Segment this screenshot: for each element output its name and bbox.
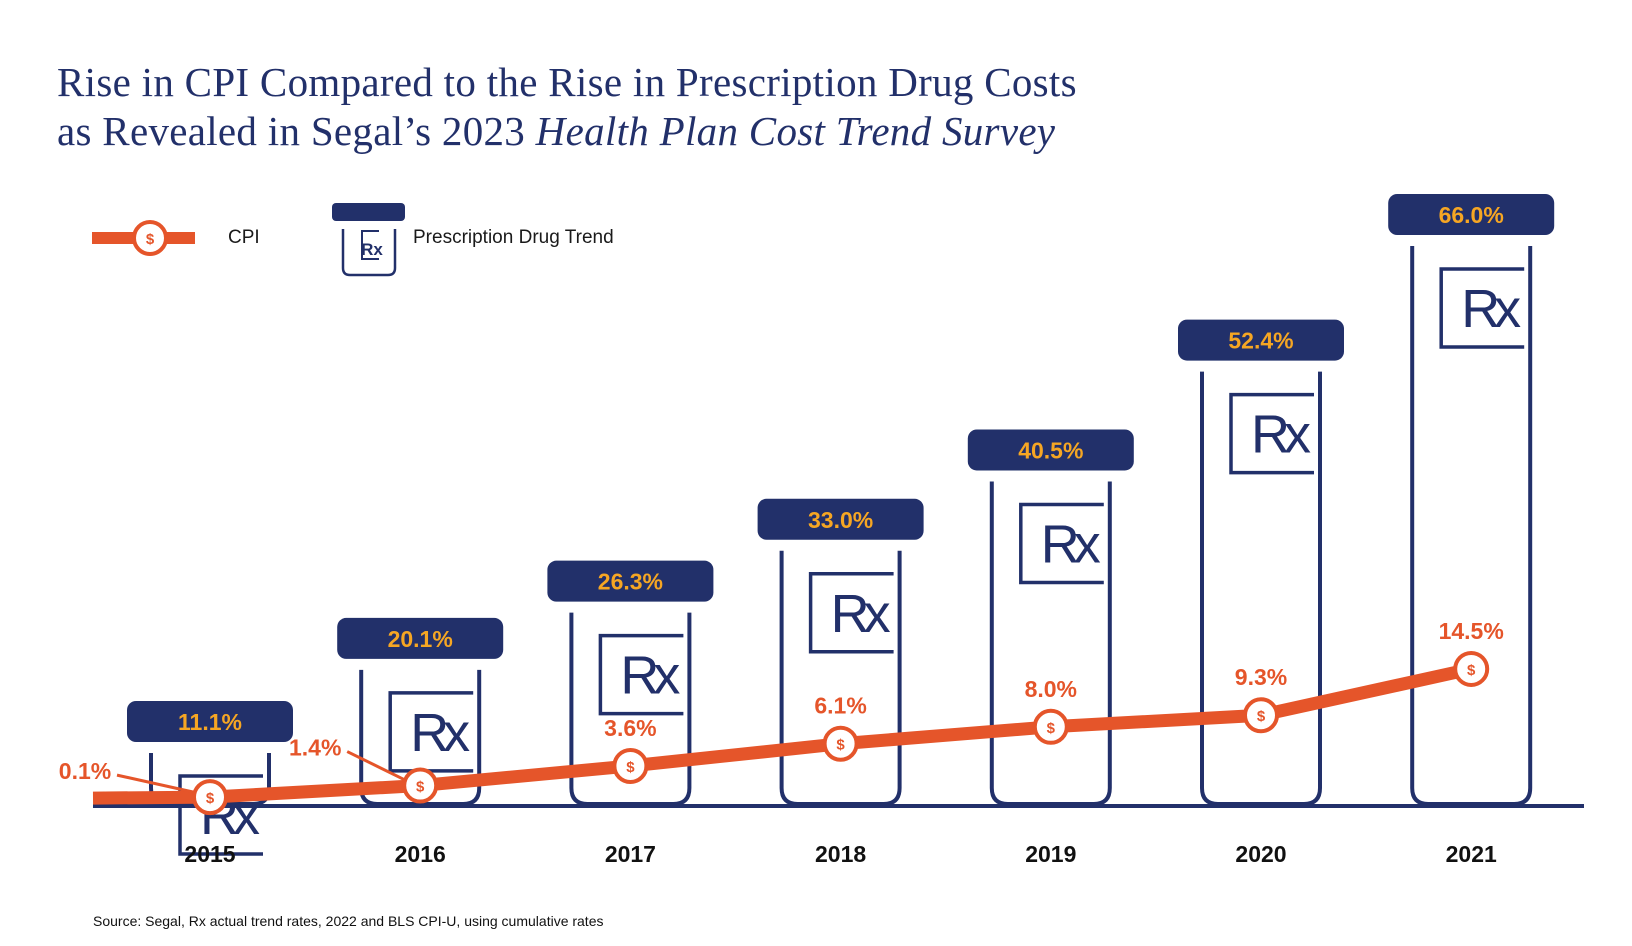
dollar-icon: $ bbox=[1257, 708, 1266, 725]
rx-icon: Rx bbox=[831, 584, 891, 644]
cpi-value-label: 8.0% bbox=[1025, 676, 1077, 702]
x-tick-label: 2018 bbox=[815, 841, 866, 867]
dollar-icon: $ bbox=[1047, 720, 1056, 737]
cpi-value-label: 1.4% bbox=[289, 735, 341, 761]
cpi-value-label: 3.6% bbox=[604, 715, 656, 741]
bar-value-label: 11.1% bbox=[178, 709, 242, 735]
cpi-series-line bbox=[92, 662, 1473, 805]
bottle-cap bbox=[127, 701, 293, 742]
bar-value-label: 26.3% bbox=[598, 569, 663, 595]
x-tick-label: 2020 bbox=[1235, 841, 1286, 867]
legend-dollar-glyph: $ bbox=[146, 231, 155, 248]
pill-bottle-rx-icon: Rx bbox=[332, 203, 405, 277]
bar-value-label: 33.0% bbox=[808, 507, 873, 533]
rx-bottle-bar: 11.1%Rx bbox=[127, 701, 293, 856]
dollar-icon: $ bbox=[206, 790, 215, 807]
bottle-cap bbox=[547, 560, 714, 602]
cpi-marker bbox=[822, 725, 859, 762]
x-tick-label: 2016 bbox=[395, 841, 446, 867]
cpi-label-leader bbox=[116, 773, 199, 795]
legend-rx-glyph: Rx bbox=[361, 240, 383, 259]
rx-box bbox=[178, 774, 263, 856]
rx-bottle-bar: 40.5% Rx bbox=[967, 429, 1134, 806]
rx-box bbox=[1229, 392, 1314, 475]
x-tick-label: 2015 bbox=[184, 841, 235, 867]
cpi-value-label: 0.1% bbox=[59, 758, 111, 784]
title-line-1: Rise in CPI Compared to the Rise in Pres… bbox=[57, 59, 1077, 105]
bottle-cap bbox=[1388, 194, 1555, 235]
dollar-icon: $ bbox=[836, 737, 845, 754]
dollar-icon: $ bbox=[416, 779, 425, 796]
bar-value-label: 20.1% bbox=[388, 626, 453, 652]
legend-cpi-label: CPI bbox=[228, 227, 260, 248]
chart-title: Rise in CPI Compared to the Rise in Pres… bbox=[57, 58, 1077, 156]
cpi-marker bbox=[1453, 650, 1490, 687]
cpi-marker bbox=[612, 747, 649, 784]
dollar-icon: $ bbox=[626, 759, 635, 776]
source-note: Source: Segal, Rx actual trend rates, 20… bbox=[93, 913, 604, 929]
legend-cpi-swatch: $ bbox=[92, 220, 195, 256]
rx-icon: Rx bbox=[1251, 405, 1311, 465]
cpi-value-label: 6.1% bbox=[814, 693, 866, 719]
bottle-cap bbox=[1178, 319, 1344, 361]
bar-value-label: 66.0% bbox=[1439, 202, 1504, 228]
bottle-cap bbox=[337, 617, 504, 659]
rx-box bbox=[1019, 502, 1104, 585]
x-axis-labels: 2015 2016 2017 2018 2019 2020 2021 bbox=[184, 841, 1497, 867]
cpi-value-label: 9.3% bbox=[1235, 664, 1287, 690]
dollar-icon: $ bbox=[1467, 662, 1476, 679]
x-tick-label: 2019 bbox=[1025, 841, 1076, 867]
legend-rx-label: Prescription Drug Trend bbox=[413, 227, 614, 248]
bar-value-label: 52.4% bbox=[1228, 328, 1293, 354]
rx-icon: Rx bbox=[620, 646, 680, 706]
x-tick-label: 2021 bbox=[1446, 841, 1497, 867]
x-tick-label: 2017 bbox=[605, 841, 656, 867]
legend-bottle-cap bbox=[332, 203, 405, 221]
cpi-marker bbox=[192, 779, 228, 816]
cpi-marker bbox=[402, 767, 439, 804]
title-line-2-prefix: as Revealed in Segal’s 2023 bbox=[57, 108, 536, 154]
bottle-cap bbox=[757, 498, 924, 540]
cpi-label-leader bbox=[346, 750, 409, 783]
legend: $ Rx bbox=[92, 203, 405, 277]
cpi-line-layer: $0.1% $1.4% $3.6% $6.1% $8.0% $9.3% $14.5% bbox=[59, 618, 1504, 816]
bottle-cap bbox=[967, 429, 1134, 471]
dollar-coin-icon bbox=[132, 220, 168, 256]
cpi-marker bbox=[1243, 697, 1279, 734]
rx-icon: Rx bbox=[410, 703, 470, 763]
cpi-value-label: 14.5% bbox=[1439, 618, 1504, 644]
rx-box bbox=[598, 633, 684, 716]
rx-icon: Rx bbox=[1461, 279, 1521, 339]
title-line-2-italic: Health Plan Cost Trend Survey bbox=[535, 108, 1056, 154]
legend-rx-box bbox=[361, 230, 379, 260]
rx-icon: Rx bbox=[1041, 514, 1101, 574]
legend-bottle-body bbox=[341, 229, 397, 277]
rx-box bbox=[1439, 267, 1525, 349]
rx-box bbox=[388, 691, 474, 773]
rx-box bbox=[808, 572, 894, 654]
bar-value-label: 40.5% bbox=[1018, 437, 1083, 463]
rx-bottle-bar: 66.0% Rx bbox=[1388, 194, 1555, 806]
cpi-marker bbox=[1032, 708, 1069, 745]
